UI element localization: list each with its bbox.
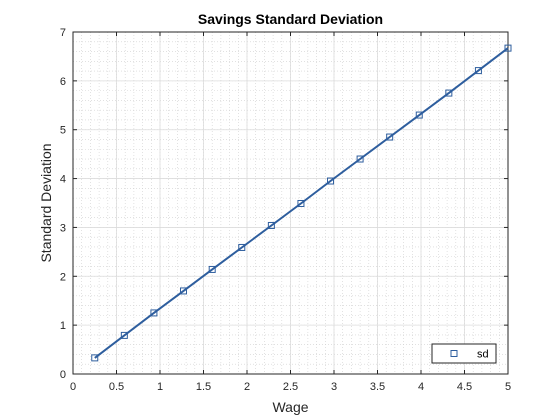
series-point-marker: [238, 243, 246, 251]
series-point-marker: [297, 199, 305, 207]
x-tick-label: 4: [418, 381, 424, 393]
x-tick-label: 0.5: [109, 381, 124, 393]
y-tick-label: 6: [60, 76, 66, 88]
y-tick-label: 7: [60, 27, 66, 39]
series-line: [94, 47, 509, 359]
series-point-marker: [327, 177, 335, 185]
series-point-marker: [91, 354, 99, 362]
x-tick-label: 3: [331, 381, 337, 393]
series-point-marker: [267, 221, 275, 229]
y-tick-label: 3: [60, 222, 66, 234]
y-tick-label: 2: [60, 271, 66, 283]
legend-box: [431, 343, 497, 364]
legend-marker-square: [450, 350, 458, 357]
x-tick-label: 2: [244, 381, 250, 393]
series-layer: [91, 44, 512, 362]
x-axis-label: Wage: [272, 399, 308, 415]
series-point-marker: [356, 155, 364, 163]
series-point-marker: [150, 309, 158, 317]
x-tick-label: 3.5: [370, 381, 385, 393]
y-axis-label: Standard Deviation: [38, 143, 54, 262]
tick-marks: [72, 31, 509, 375]
series-point-marker: [504, 44, 512, 52]
series-point-marker: [120, 331, 128, 339]
x-tick-label: 5: [505, 381, 511, 393]
y-tick-label: 1: [60, 320, 66, 332]
series-point-marker: [474, 67, 482, 75]
y-tick-labels: 0 1 2 3 4 5 6 7: [60, 27, 66, 381]
series-point-marker: [386, 133, 394, 141]
legend-label: sd: [477, 349, 489, 361]
x-tick-labels: 0 0.5 1 1.5 2 2.5 3 3.5 4 4.5 5: [70, 381, 511, 393]
legend: sd: [431, 343, 497, 364]
series-point-marker: [445, 89, 453, 97]
y-tick-label: 4: [60, 174, 66, 186]
y-tick-label: 0: [60, 369, 66, 381]
x-tick-label: 1: [157, 381, 163, 393]
x-tick-label: 1.5: [196, 381, 211, 393]
series-point-marker: [415, 111, 423, 119]
major-grid: [72, 31, 509, 375]
y-tick-label: 5: [60, 125, 66, 137]
x-tick-label: 4.5: [457, 381, 472, 393]
chart-title: Savings Standard Deviation: [198, 11, 383, 27]
series-point-marker: [179, 287, 187, 295]
x-tick-label: 2.5: [283, 381, 298, 393]
x-tick-label: 0: [70, 381, 76, 393]
series-point-marker: [208, 265, 216, 273]
